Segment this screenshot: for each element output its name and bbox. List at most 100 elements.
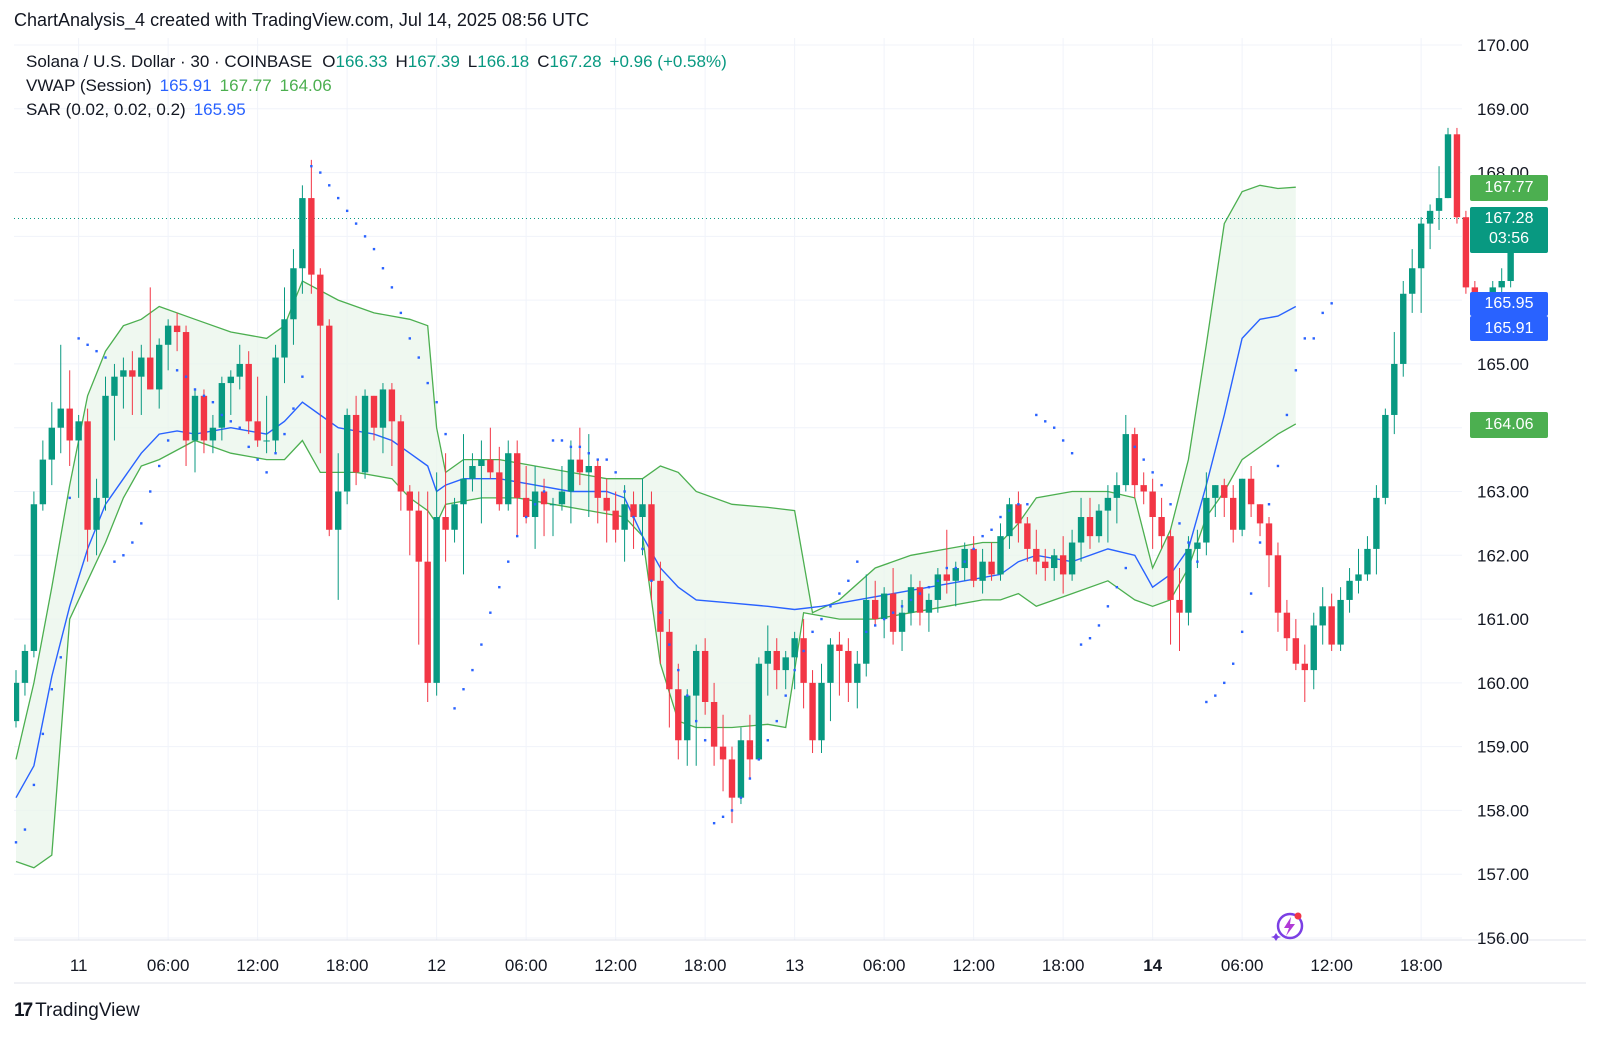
candle-body: [299, 198, 306, 269]
candle-body: [719, 746, 727, 760]
candle-body: [290, 268, 297, 320]
sar-dot: [668, 643, 671, 646]
candle-body: [925, 599, 933, 613]
candle-body: [684, 695, 691, 741]
sar-dot: [104, 356, 107, 359]
high-label: H: [395, 52, 408, 71]
sar-dot: [202, 394, 206, 398]
candle-body: [442, 517, 449, 530]
sar-dot: [1124, 566, 1127, 570]
sar-dot: [1061, 439, 1065, 442]
candle: [236, 344, 243, 390]
candle-body: [138, 357, 145, 377]
candle: [514, 440, 521, 537]
sar-dot: [41, 732, 45, 736]
candle: [263, 395, 270, 454]
candle: [1337, 587, 1344, 651]
lightning-icon[interactable]: [1268, 906, 1308, 946]
candle: [120, 357, 127, 409]
sar-dot: [587, 452, 590, 455]
candle-body: [549, 504, 557, 506]
candle: [925, 593, 933, 632]
sar-dot: [524, 515, 528, 519]
candle-body: [854, 663, 861, 683]
sar-dot: [829, 605, 832, 608]
last-price-tag: 167.28 03:56: [1470, 207, 1548, 253]
candle: [156, 338, 163, 409]
candle: [1149, 478, 1156, 549]
sar-dot: [59, 656, 62, 659]
sar-dot: [32, 783, 36, 787]
candle-body: [30, 504, 38, 651]
sar-dot: [551, 439, 555, 442]
candle-body: [872, 599, 879, 620]
candle: [66, 370, 73, 466]
candle: [594, 459, 601, 524]
candle: [1167, 529, 1174, 645]
candle: [460, 434, 467, 575]
price-tick-label: 156.00: [1477, 929, 1529, 948]
chart-frame[interactable]: 170.00169.00168.00165.00164.00163.00162.…: [14, 38, 1586, 1004]
candle: [370, 395, 378, 441]
candle-body: [129, 370, 136, 377]
sar-dot: [838, 592, 841, 595]
candle: [880, 587, 888, 639]
sar-dot: [1249, 592, 1253, 595]
sar-row[interactable]: SAR (0.02, 0.02, 0.2) 165.95: [26, 98, 735, 122]
candle-body: [612, 510, 619, 530]
sar-dot: [1285, 413, 1289, 417]
sar-dot: [990, 528, 993, 531]
candle: [818, 663, 825, 754]
sar-dot: [712, 821, 716, 825]
candle: [1319, 587, 1326, 645]
candle-body: [1301, 663, 1308, 671]
candle-body: [218, 383, 226, 428]
candle-body: [880, 593, 888, 620]
candle-body: [979, 561, 986, 581]
candle-body: [1417, 223, 1425, 269]
symbol-row: Solana / U.S. Dollar · 30 · COINBASE O166…: [26, 50, 735, 74]
candle-body: [1194, 542, 1201, 549]
sar-dot: [1240, 630, 1244, 634]
sar-dot: [739, 796, 743, 799]
symbol-name[interactable]: Solana / U.S. Dollar · 30 · COINBASE: [26, 52, 313, 71]
candle: [809, 670, 816, 754]
candle-body: [406, 491, 413, 511]
chart-legend: Solana / U.S. Dollar · 30 · COINBASE O166…: [26, 50, 735, 122]
candle: [979, 548, 986, 594]
footer-branding[interactable]: 17 TradingView: [14, 998, 140, 1024]
candle-body: [1409, 268, 1416, 294]
sar-dot: [50, 688, 53, 691]
candle-body: [209, 427, 217, 441]
price-chart[interactable]: 170.00169.00168.00165.00164.00163.00162.…: [14, 38, 1586, 1004]
open-value: 166.33: [335, 52, 388, 71]
candle-body: [1185, 548, 1192, 613]
time-tick-label: 12:00: [1310, 956, 1353, 975]
sar-dot: [1205, 700, 1208, 704]
sar-dot: [1133, 445, 1136, 449]
sar-dot: [1097, 624, 1101, 627]
candle: [111, 363, 118, 441]
time-axis: 11 06:00 12:00 18:00 12 06:00 12:00 18:00 13 06:0…: [70, 956, 1443, 975]
candle: [1068, 529, 1076, 581]
candle-body: [326, 325, 333, 530]
candle-body: [1310, 625, 1317, 671]
candle-body: [505, 453, 512, 505]
candle-body: [648, 504, 655, 581]
candle: [102, 376, 109, 511]
candle: [1113, 472, 1121, 524]
sar-dot: [1196, 560, 1199, 563]
sar-dot: [471, 668, 474, 672]
sar-dot: [1330, 302, 1333, 305]
candle-body: [93, 497, 100, 530]
sar-dot: [426, 381, 429, 385]
candle: [791, 631, 798, 690]
candle: [1140, 472, 1147, 505]
sar-dot: [1026, 503, 1029, 506]
vwap-row[interactable]: VWAP (Session) 165.91 167.77 164.06: [26, 74, 735, 98]
candle-body: [272, 357, 279, 441]
sar-dot: [68, 496, 71, 500]
sar-dot: [1232, 662, 1235, 665]
sar-dot: [811, 630, 814, 634]
time-tick-label: 06:00: [147, 956, 190, 975]
